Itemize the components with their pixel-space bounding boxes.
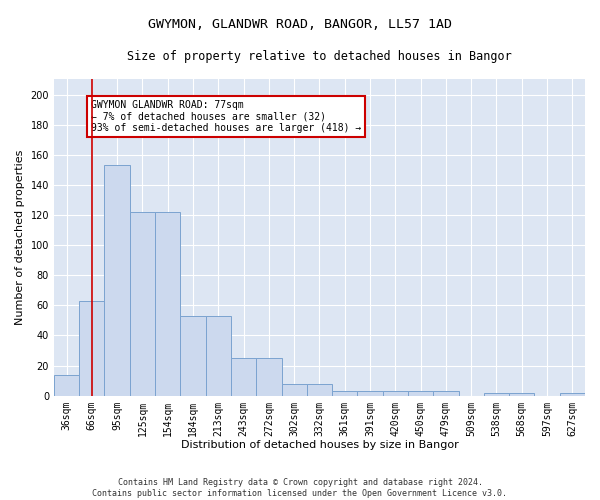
Bar [332,391,358,396]
Bar [181,316,206,396]
Bar [281,384,307,396]
Title: Size of property relative to detached houses in Bangor: Size of property relative to detached ho… [127,50,512,63]
Bar [358,391,383,396]
Bar [155,212,181,396]
Bar [256,358,281,396]
Bar [206,316,231,396]
Bar [104,166,130,396]
Bar [408,391,433,396]
Bar [79,301,104,396]
Y-axis label: Number of detached properties: Number of detached properties [15,150,25,326]
Text: Contains HM Land Registry data © Crown copyright and database right 2024.
Contai: Contains HM Land Registry data © Crown c… [92,478,508,498]
Bar [383,391,408,396]
X-axis label: Distribution of detached houses by size in Bangor: Distribution of detached houses by size … [181,440,458,450]
Bar [231,358,256,396]
Bar [484,392,509,396]
Text: GWYMON GLANDWR ROAD: 77sqm
← 7% of detached houses are smaller (32)
93% of semi-: GWYMON GLANDWR ROAD: 77sqm ← 7% of detac… [91,100,361,133]
Text: GWYMON, GLANDWR ROAD, BANGOR, LL57 1AD: GWYMON, GLANDWR ROAD, BANGOR, LL57 1AD [148,18,452,30]
Bar [54,374,79,396]
Bar [509,392,535,396]
Bar [307,384,332,396]
Bar [560,392,585,396]
Bar [433,391,458,396]
Bar [130,212,155,396]
